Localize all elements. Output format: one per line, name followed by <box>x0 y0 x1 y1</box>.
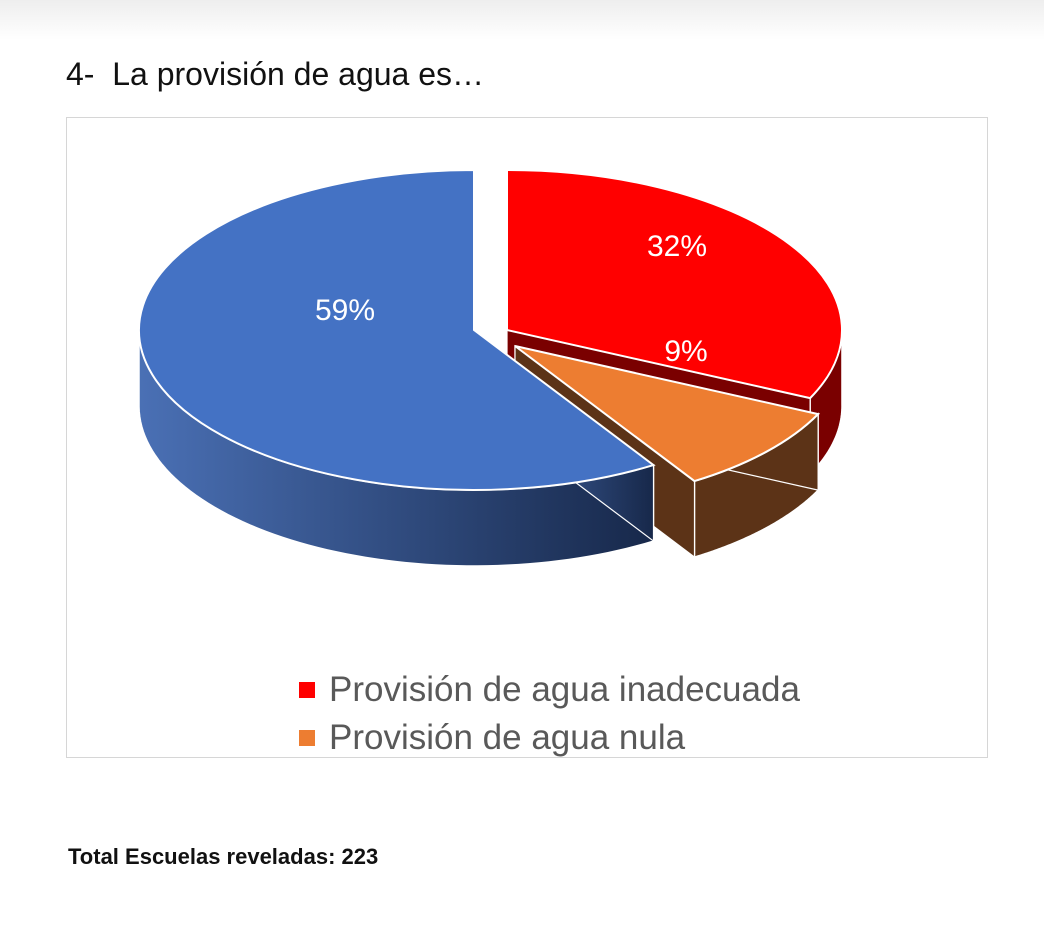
chart-frame: 59% 32% 9% Provisión de agua inadecuada Pr… <box>66 117 988 758</box>
slice-9-top <box>514 345 821 483</box>
data-label-32: 32% <box>647 230 707 263</box>
legend-swatch-inadecuada <box>299 682 315 698</box>
chart-legend: Provisión de agua inadecuada Provisión d… <box>299 666 800 762</box>
legend-item-inadecuada: Provisión de agua inadecuada <box>299 666 800 714</box>
legend-label-inadecuada: Provisión de agua inadecuada <box>329 670 800 709</box>
legend-item-nula: Provisión de agua nula <box>299 714 800 762</box>
data-label-59: 59% <box>315 294 375 327</box>
slice-32-top <box>506 168 843 400</box>
slice-59-top <box>138 168 656 491</box>
data-label-9: 9% <box>664 335 707 368</box>
total-schools-text: Total Escuelas reveladas: 223 <box>68 844 379 869</box>
page-top-shade <box>0 0 1044 40</box>
legend-swatch-nula <box>299 730 315 746</box>
legend-label-nula: Provisión de agua nula <box>329 718 686 757</box>
pie-chart: 59% 32% 9% <box>138 168 843 567</box>
page-heading: 4- La provisión de agua es… <box>66 56 485 92</box>
